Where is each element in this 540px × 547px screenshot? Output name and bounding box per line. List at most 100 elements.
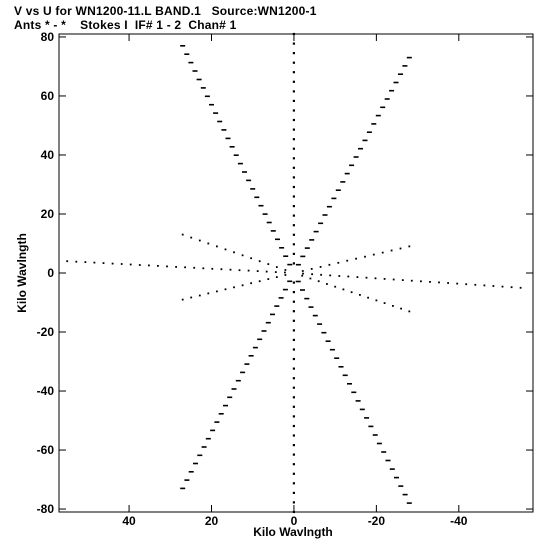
uv-point — [383, 278, 386, 280]
uv-point — [319, 266, 322, 268]
uv-point — [492, 285, 495, 287]
chart-subtitle: Ants * - * Stokes I IF# 1 - 2 Chan# 1 — [14, 18, 237, 32]
uv-point — [292, 52, 295, 55]
uv-point — [233, 286, 235, 289]
uv-point — [372, 434, 378, 436]
uv-point — [240, 371, 246, 374]
uv-point — [390, 249, 393, 252]
uv-point — [250, 257, 252, 260]
uv-point — [312, 314, 318, 317]
y-tick-label: 20 — [41, 207, 55, 221]
uv-point — [198, 294, 201, 297]
uv-point — [334, 285, 337, 288]
uv-point — [519, 286, 522, 289]
uv-point — [261, 330, 267, 332]
uv-point — [292, 109, 295, 112]
uv-point — [398, 485, 404, 487]
uv-point — [292, 367, 295, 370]
plot-frame — [58, 33, 534, 513]
uv-point — [292, 42, 295, 45]
uv-point — [308, 306, 314, 308]
uv-point — [365, 276, 368, 279]
uv-point — [216, 290, 218, 293]
uv-point — [311, 273, 313, 276]
uv-point — [329, 274, 332, 277]
uv-point — [320, 273, 322, 276]
uv-point — [313, 230, 319, 233]
uv-point — [429, 281, 431, 283]
uv-point — [262, 213, 268, 215]
uv-point — [256, 270, 259, 272]
uv-point — [184, 479, 190, 481]
uv-point — [359, 294, 361, 296]
uv-point — [93, 261, 96, 264]
uv-point — [389, 89, 395, 92]
uv-point — [224, 288, 227, 291]
uv-point — [292, 224, 295, 227]
uv-point — [241, 284, 244, 287]
uv-point — [201, 446, 207, 448]
uv-point — [334, 357, 340, 359]
uv-point — [346, 259, 349, 262]
uv-point — [292, 61, 295, 64]
uv-point — [309, 277, 312, 280]
uv-point — [190, 296, 193, 299]
uv-point — [229, 268, 232, 271]
uv-point — [338, 275, 341, 277]
uv-point — [292, 453, 295, 456]
y-axis-label: Kilo Wavlngth — [15, 233, 29, 313]
uv-point — [374, 277, 377, 280]
uv-point — [181, 298, 184, 301]
uv-point — [292, 415, 295, 418]
uv-point — [292, 491, 295, 494]
uv-point — [381, 451, 387, 453]
uv-point — [399, 247, 402, 250]
uv-point — [380, 106, 386, 109]
uv-point — [205, 437, 211, 440]
uv-point — [287, 263, 293, 266]
uv-point — [274, 305, 280, 307]
uv-point — [292, 243, 295, 246]
uv-point — [292, 99, 295, 102]
uv-point — [292, 90, 295, 93]
uv-point — [474, 283, 477, 286]
uv-point — [392, 305, 394, 307]
uv-point — [309, 239, 315, 241]
uv-point — [292, 348, 295, 351]
uv-point — [283, 255, 289, 257]
y-tick-label: -40 — [37, 384, 55, 398]
uv-point — [410, 279, 413, 282]
uv-point — [384, 98, 390, 100]
uv-point — [401, 279, 404, 281]
uv-point — [356, 276, 359, 278]
uv-point — [275, 266, 278, 268]
uv-point — [400, 307, 402, 310]
uv-point — [501, 285, 504, 288]
uv-point — [328, 263, 331, 266]
uv-point — [196, 78, 202, 81]
uv-point — [180, 45, 186, 47]
y-tick-label: -60 — [37, 443, 55, 457]
uv-point — [371, 123, 377, 125]
tick-labels: 40 20 0 -20 -40 80 60 40 20 0 -20 -40 -60 -80 — [37, 30, 468, 528]
uv-point — [274, 271, 277, 273]
uv-point — [227, 396, 233, 399]
uv-point — [325, 340, 331, 342]
uv-point — [347, 383, 352, 385]
uv-point — [192, 70, 198, 72]
uv-point — [367, 296, 369, 299]
uv-point — [287, 280, 293, 283]
uv-point — [383, 302, 386, 304]
uv-point — [322, 214, 328, 216]
uv-point — [204, 95, 210, 98]
uv-point — [292, 377, 295, 380]
uv-point — [406, 502, 412, 504]
uv-point — [265, 270, 268, 273]
uv-point — [292, 205, 295, 208]
uv-point — [275, 238, 280, 241]
uv-point — [284, 271, 286, 274]
uv-point — [181, 233, 184, 236]
x-tick-label: 20 — [205, 514, 219, 528]
uv-point — [223, 404, 228, 407]
uv-point — [292, 291, 295, 294]
